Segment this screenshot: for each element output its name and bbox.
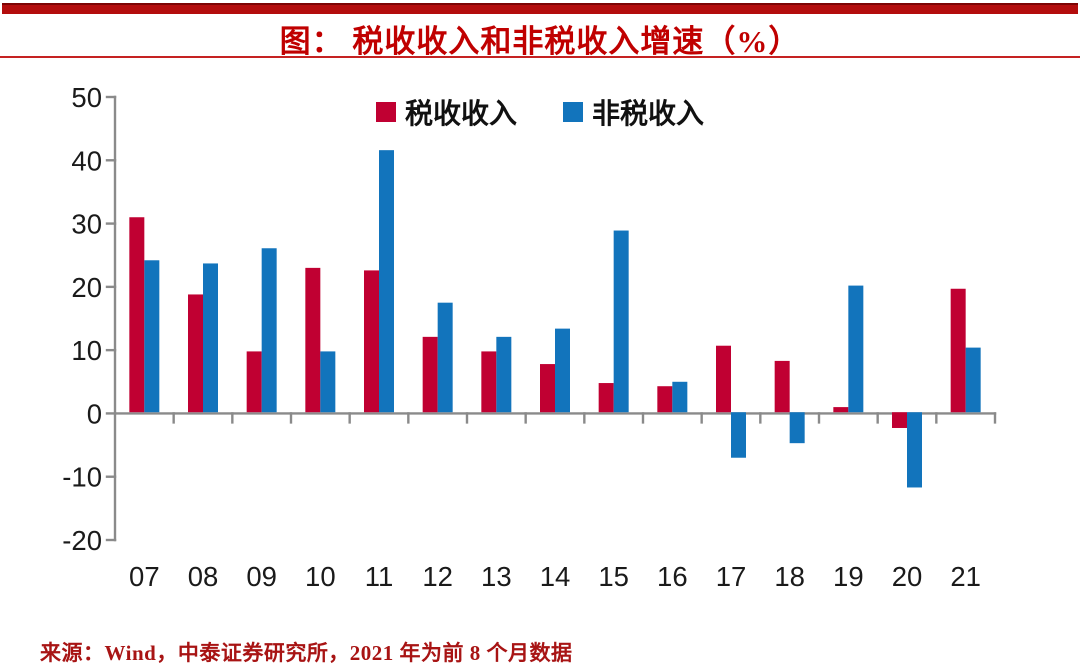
svg-text:0: 0 [87, 398, 102, 429]
y-axis-labels: 50 40 30 20 10 0 -10 -20 [62, 82, 102, 556]
bar [481, 351, 497, 413]
source-note: 来源：Wind，中泰证券研究所，2021 年为前 8 个月数据 [40, 641, 573, 665]
legend-label: 税收收入 [404, 99, 517, 130]
bar [364, 270, 379, 413]
svg-text:19: 19 [833, 561, 864, 592]
svg-text:20: 20 [892, 561, 923, 592]
legend-swatch-blue [563, 102, 583, 122]
svg-text:14: 14 [540, 561, 571, 592]
bar [892, 412, 907, 428]
svg-text:40: 40 [71, 145, 102, 176]
bar [540, 364, 555, 413]
legend-label: 非税收入 [592, 99, 705, 130]
bar [203, 263, 218, 413]
svg-text:-10: -10 [62, 462, 102, 493]
bar [437, 302, 453, 413]
bar [613, 230, 629, 413]
bar [496, 336, 512, 413]
svg-text:17: 17 [716, 561, 747, 592]
x-axis-labels: 07 08 09 10 11 12 13 14 15 16 17 18 19 20 21 [129, 561, 981, 592]
svg-text:12: 12 [422, 561, 453, 592]
bar [833, 407, 849, 413]
svg-text:07: 07 [129, 561, 160, 592]
svg-text:10: 10 [71, 335, 102, 366]
chart-title: 图： 税收收入和非税收入增速（%） [279, 24, 801, 59]
legend-item-tax-revenue: 税收收入 [375, 92, 517, 132]
top-accent-bar [2, 3, 1078, 14]
bar [598, 383, 614, 413]
bar [305, 267, 321, 413]
chart-legend: 税收收入 非税收入 [0, 92, 1080, 132]
svg-text:16: 16 [657, 561, 688, 592]
svg-text:30: 30 [71, 209, 102, 240]
bar [144, 260, 160, 413]
bar [848, 285, 864, 413]
bars-非税收入 [144, 150, 981, 488]
legend-item-nontax-revenue: 非税收入 [563, 92, 704, 132]
bar [672, 381, 688, 413]
svg-text:-20: -20 [62, 525, 102, 556]
bar [320, 351, 336, 413]
bar [261, 248, 277, 413]
bar [789, 412, 805, 444]
bar [246, 351, 262, 413]
svg-text:20: 20 [71, 272, 102, 303]
bar [907, 412, 922, 488]
bar [716, 345, 731, 413]
bar [965, 347, 981, 413]
svg-text:15: 15 [598, 561, 629, 592]
title-divider-line [0, 56, 1080, 58]
svg-text:13: 13 [481, 561, 512, 592]
svg-text:21: 21 [950, 561, 981, 592]
svg-text:10: 10 [305, 561, 336, 592]
bar [422, 336, 438, 413]
bar [555, 328, 570, 413]
bar [774, 360, 790, 413]
bar [379, 150, 394, 413]
svg-text:18: 18 [774, 561, 805, 592]
bars-税收收入 [129, 217, 966, 428]
bar [188, 294, 203, 413]
bar [657, 386, 673, 413]
svg-text:08: 08 [188, 561, 219, 592]
svg-text:11: 11 [365, 561, 394, 592]
axes [105, 95, 997, 542]
bar [950, 288, 966, 413]
bar [731, 412, 746, 458]
svg-text:50: 50 [71, 82, 102, 113]
bar [129, 217, 145, 413]
legend-swatch-red [375, 102, 396, 122]
svg-text:09: 09 [246, 561, 277, 592]
